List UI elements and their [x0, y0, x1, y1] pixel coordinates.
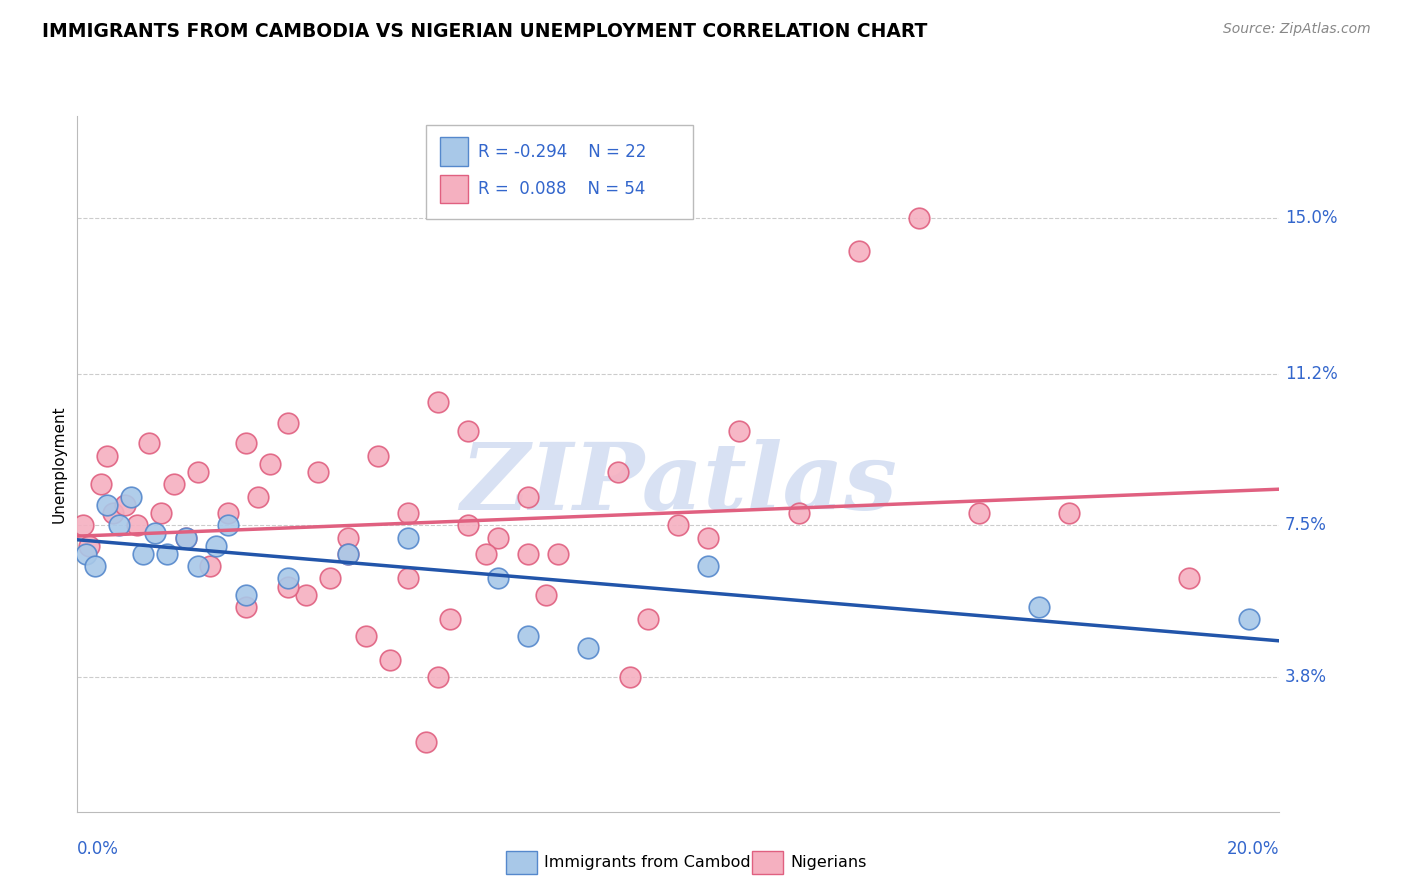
Point	[848, 244, 870, 258]
Text: 15.0%: 15.0%	[1285, 210, 1337, 227]
Point	[186, 465, 209, 479]
Point	[198, 559, 221, 574]
Point	[114, 498, 136, 512]
Point	[486, 531, 509, 545]
Point	[246, 490, 269, 504]
Point	[235, 588, 257, 602]
Point	[439, 612, 461, 626]
Point	[96, 449, 118, 463]
Point	[96, 498, 118, 512]
Point	[1178, 571, 1201, 585]
Point	[204, 539, 226, 553]
Point	[156, 547, 179, 561]
Point	[186, 559, 209, 574]
Text: IMMIGRANTS FROM CAMBODIA VS NIGERIAN UNEMPLOYMENT CORRELATION CHART: IMMIGRANTS FROM CAMBODIA VS NIGERIAN UNE…	[42, 22, 928, 41]
Point	[145, 526, 167, 541]
Point	[103, 506, 125, 520]
Point	[396, 531, 419, 545]
Point	[235, 600, 257, 615]
Point	[108, 518, 131, 533]
Text: 11.2%: 11.2%	[1285, 365, 1339, 383]
Point	[457, 518, 479, 533]
Point	[307, 465, 329, 479]
Point	[150, 506, 173, 520]
Point	[132, 547, 155, 561]
Point	[294, 588, 316, 602]
Point	[75, 547, 97, 561]
Point	[576, 640, 599, 655]
Point	[367, 449, 389, 463]
Point	[162, 477, 184, 491]
Point	[517, 547, 540, 561]
Point	[427, 670, 450, 684]
Point	[259, 457, 281, 471]
Point	[697, 531, 720, 545]
Text: Immigrants from Cambodia: Immigrants from Cambodia	[544, 855, 765, 870]
Point	[84, 559, 107, 574]
Point	[415, 735, 437, 749]
Point	[697, 559, 720, 574]
Point	[1057, 506, 1080, 520]
Point	[517, 629, 540, 643]
Point	[517, 490, 540, 504]
Point	[138, 436, 160, 450]
Point	[457, 424, 479, 438]
Text: 0.0%: 0.0%	[77, 840, 120, 858]
Point	[637, 612, 659, 626]
Point	[127, 518, 149, 533]
Text: ZIPatlas: ZIPatlas	[460, 439, 897, 529]
Point	[619, 670, 641, 684]
Point	[354, 629, 377, 643]
Point	[174, 531, 197, 545]
Text: 7.5%: 7.5%	[1285, 516, 1327, 534]
Point	[90, 477, 112, 491]
Text: 3.8%: 3.8%	[1285, 667, 1327, 686]
Point	[336, 547, 359, 561]
Text: 20.0%: 20.0%	[1227, 840, 1279, 858]
Point	[319, 571, 342, 585]
Point	[427, 395, 450, 409]
Point	[79, 539, 101, 553]
Point	[72, 518, 94, 533]
Point	[607, 465, 630, 479]
Point	[668, 518, 690, 533]
Text: R =  0.088    N = 54: R = 0.088 N = 54	[478, 180, 645, 198]
Point	[1239, 612, 1261, 626]
Point	[235, 436, 257, 450]
Text: R = -0.294    N = 22: R = -0.294 N = 22	[478, 143, 647, 161]
Point	[486, 571, 509, 585]
Text: Source: ZipAtlas.com: Source: ZipAtlas.com	[1223, 22, 1371, 37]
Point	[908, 211, 931, 226]
Point	[217, 506, 239, 520]
Point	[1028, 600, 1050, 615]
Point	[967, 506, 990, 520]
Point	[336, 547, 359, 561]
Point	[396, 506, 419, 520]
Point	[534, 588, 557, 602]
Text: Nigerians: Nigerians	[790, 855, 866, 870]
Point	[787, 506, 810, 520]
Point	[217, 518, 239, 533]
Point	[396, 571, 419, 585]
Point	[727, 424, 749, 438]
Point	[277, 580, 299, 594]
Point	[174, 531, 197, 545]
Point	[336, 531, 359, 545]
Point	[120, 490, 142, 504]
Y-axis label: Unemployment: Unemployment	[51, 405, 66, 523]
Point	[277, 416, 299, 430]
Point	[547, 547, 569, 561]
Point	[277, 571, 299, 585]
Point	[475, 547, 498, 561]
Point	[378, 653, 401, 667]
